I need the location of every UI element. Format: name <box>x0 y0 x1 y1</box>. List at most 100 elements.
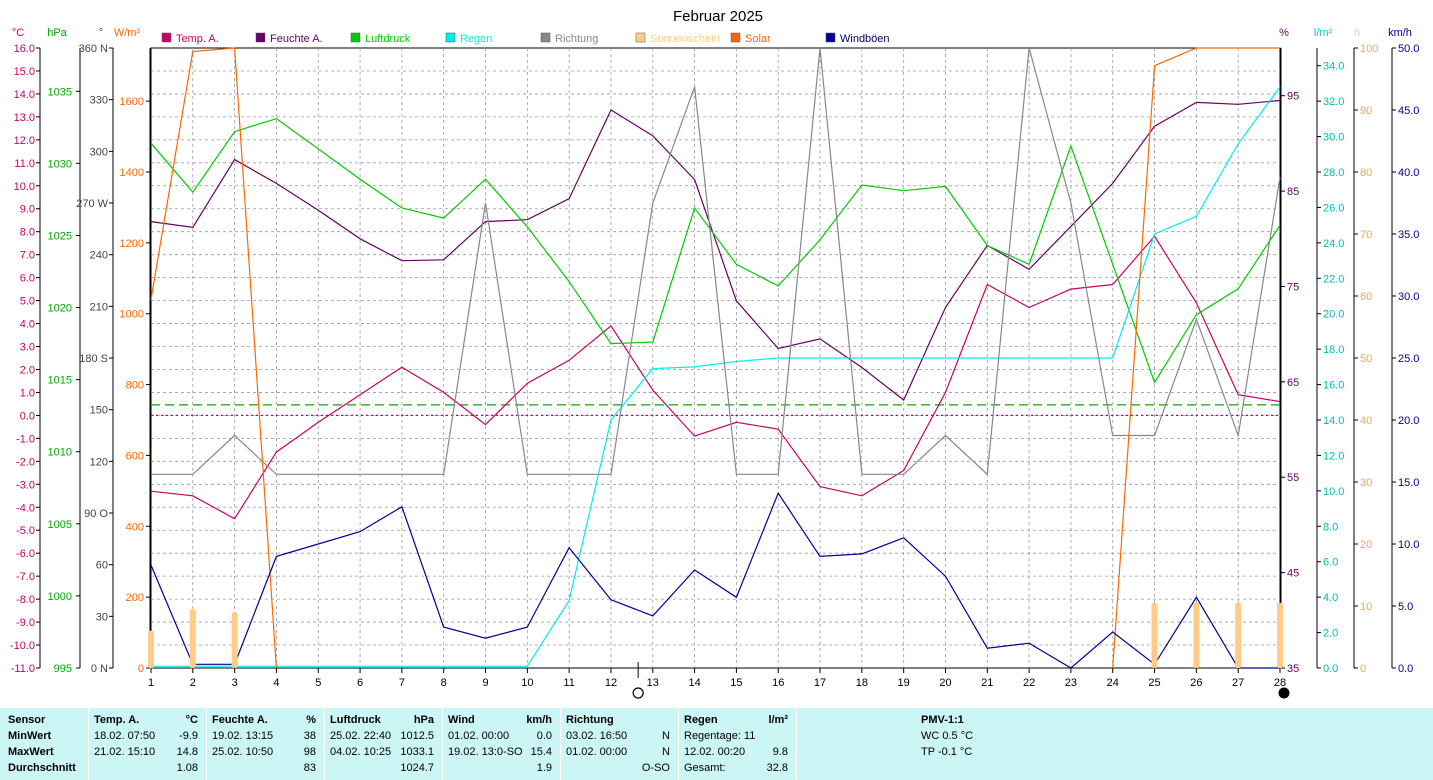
pressure-max-val: 1033.1 <box>400 746 434 758</box>
x-tick-label: 1 <box>148 677 154 689</box>
summary-temp-col: Temp. A. °C 18.02. 07:50 -9.9 21.02. 15:… <box>89 708 207 780</box>
wind-max-val: 15.4 <box>530 746 552 758</box>
summary-wind-col: Wind km/h 01.02. 00:00 0.0 19.02. 13:0-S… <box>443 708 561 780</box>
temp-tick-label: -7.0 <box>16 571 35 583</box>
sunshine-tick-label: 100 <box>1360 43 1378 55</box>
humidity-tick-label: 35 <box>1287 663 1299 675</box>
legend-label: Feuchte A. <box>270 33 323 45</box>
sunshine-tick-label: 60 <box>1360 291 1372 303</box>
wind-unit: km/h <box>526 714 552 726</box>
rain-tick-label: 20.0 <box>1323 309 1344 321</box>
chart-legend: Temp. A. Feuchte A. Luftdruck Regen Richtung… <box>161 32 890 45</box>
wind-tick-label: 45.0 <box>1398 105 1419 117</box>
x-tick-label: 4 <box>273 677 279 689</box>
summary-pmv-col: PMV-1:1 WC 0.5 °C TP -0.1 °C <box>797 708 1433 780</box>
x-tick-label: 26 <box>1190 677 1202 689</box>
solar-tick-label: 800 <box>126 380 144 392</box>
series-line-luftdruck <box>150 118 1281 384</box>
wind-avg: 1.9 <box>536 762 552 774</box>
solar-tick-label: 1600 <box>120 96 144 108</box>
temp-tick-label: -6.0 <box>16 548 35 560</box>
summary-sensor-col: Sensor MinWert MaxWert Durchschnitt <box>0 708 89 780</box>
x-tick-label: 24 <box>1107 677 1119 689</box>
direction-tick-label: 270 W <box>76 198 108 210</box>
sunshine-tick-label: 10 <box>1360 601 1372 613</box>
temp-tick-label: -2.0 <box>16 456 35 468</box>
wind-tick-label: 50.0 <box>1398 43 1419 55</box>
pressure-header: Luftdruck <box>330 714 381 726</box>
temp-tick-label: 2.0 <box>20 364 35 376</box>
legend-label: Richtung <box>555 33 598 45</box>
direction-tick-label: 240 <box>90 250 108 262</box>
wind-min-val: 0.0 <box>536 730 552 742</box>
summary-rain-col: Regen l/m² Regentage: 11 12.02. 00:20 9.… <box>679 708 797 780</box>
legend-swatch <box>445 32 456 43</box>
series-line-solar <box>150 47 277 669</box>
solar-unit-label: W/m² <box>114 27 141 39</box>
sunshine-bar <box>148 630 154 668</box>
x-tick-label: 15 <box>730 677 742 689</box>
solar-tick-label: 1200 <box>120 238 144 250</box>
max-label: MaxWert <box>8 746 54 758</box>
pressure-tick-label: 1005 <box>48 519 72 531</box>
x-tick-label: 17 <box>814 677 826 689</box>
temp-tick-label: 16.0 <box>14 43 35 55</box>
temp-tick-label: 14.0 <box>14 89 35 101</box>
pressure-tick-label: 1010 <box>48 447 72 459</box>
pmv-wc: WC 0.5 °C <box>921 730 974 742</box>
rain-tick-label: 8.0 <box>1323 521 1338 533</box>
rain-tick-label: 34.0 <box>1323 61 1344 73</box>
legend-label: Regen <box>460 33 492 45</box>
legend-swatch <box>255 32 266 43</box>
rain-unit: l/m² <box>768 714 788 726</box>
temp-tick-label: -9.0 <box>16 617 35 629</box>
direction-tick-label: 360 N <box>79 43 108 55</box>
x-tick-label: 8 <box>441 677 447 689</box>
temp-max-time: 21.02. 15:10 <box>94 746 156 758</box>
pressure-avg: 1024.7 <box>400 762 434 774</box>
wind-tick-label: 35.0 <box>1398 229 1419 241</box>
wind-unit-label: km/h <box>1388 27 1412 39</box>
sunshine-tick-label: 70 <box>1360 229 1372 241</box>
x-tick-label: 3 <box>232 677 238 689</box>
sunshine-bar <box>1151 602 1158 668</box>
x-tick-label: 14 <box>688 677 700 689</box>
temp-tick-label: 8.0 <box>20 227 35 239</box>
solar-tick-label: 0 <box>138 663 144 675</box>
direction-tick-label: 0 N <box>91 663 108 675</box>
pressure-min-val: 1012.5 <box>400 730 434 742</box>
wind-header: Wind <box>448 714 475 726</box>
legend-swatch <box>825 32 836 43</box>
x-tick-label: 27 <box>1232 677 1244 689</box>
x-axis: 1 2 3 4 5 6 7 8 9 10 11 12 13 14 15 16 17 18 19 20 21 22 23 24 2… <box>148 662 1290 699</box>
rain-tick-label: 32.0 <box>1323 96 1344 108</box>
new-moon-icon <box>632 687 644 699</box>
full-moon-icon <box>1278 687 1290 699</box>
chart-title: Februar 2025 <box>673 8 763 25</box>
wind-tick-label: 0.0 <box>1398 663 1413 675</box>
x-tick-label: 9 <box>482 677 488 689</box>
direction-header: Richtung <box>566 714 614 726</box>
direction-tick-label: 330 <box>90 95 108 107</box>
humidity-min-val: 38 <box>303 730 316 742</box>
humidity-tick-label: 55 <box>1287 472 1299 484</box>
x-tick-label: 13 <box>647 677 659 689</box>
legend-swatch <box>540 32 551 43</box>
temp-header: Temp. A. <box>94 714 140 726</box>
wind-tick-label: 20.0 <box>1398 415 1419 427</box>
min-label: MinWert <box>8 730 52 742</box>
temp-tick-label: 13.0 <box>14 112 35 124</box>
humidity-tick-label: 65 <box>1287 377 1299 389</box>
direction-tick-label: 210 <box>90 301 108 313</box>
sunshine-tick-label: 90 <box>1360 105 1372 117</box>
rain-max-val: 9.8 <box>772 746 788 758</box>
temp-tick-label: 1.0 <box>20 387 35 399</box>
series-line-windb-en <box>150 491 1280 669</box>
temp-tick-label: 10.0 <box>14 181 35 193</box>
temp-tick-label: -5.0 <box>16 525 35 537</box>
legend-label: Sonnenschein <box>650 33 720 45</box>
temp-tick-label: 12.0 <box>14 135 35 147</box>
rain-tick-label: 26.0 <box>1323 202 1344 214</box>
rain-total-label: Gesamt: <box>684 762 726 774</box>
temp-min-val: -9.9 <box>179 730 198 742</box>
